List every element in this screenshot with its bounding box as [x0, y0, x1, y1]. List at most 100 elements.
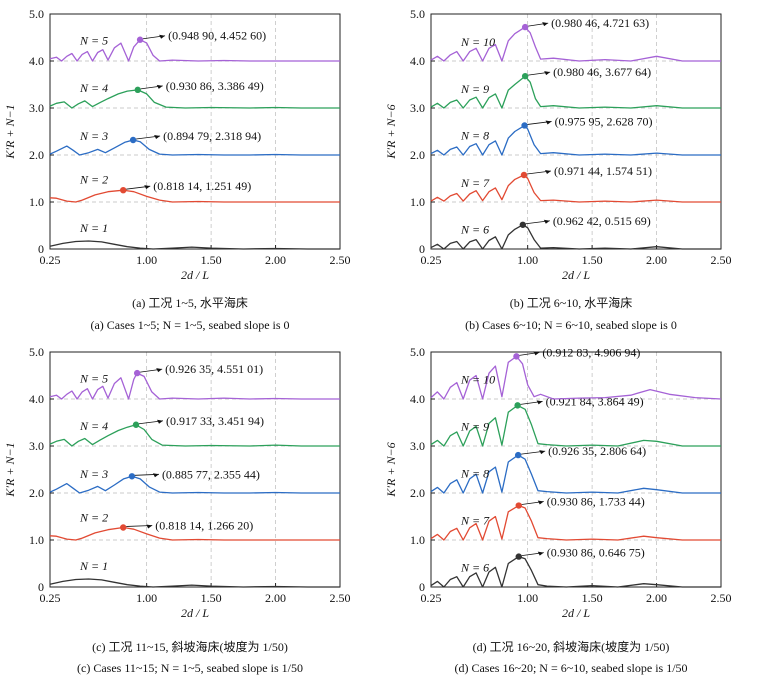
x-tick-label: 1.50 [582, 591, 603, 605]
y-tick-label: 0 [419, 580, 425, 594]
series-name-label: N = 6 [460, 560, 489, 574]
peak-label: (0.962 42, 0.515 69) [553, 214, 651, 228]
peak-arrowhead [539, 450, 546, 455]
peak-label: (0.912 83, 4.906 94) [542, 345, 640, 359]
y-tick-label: 0 [38, 580, 44, 594]
chart-panel-a: 0.25 1.00 1.50 2.00 2.50 0 1.0 2.0 3.0 4.0 5.0 2d /… [3, 7, 351, 282]
series-line [49, 39, 340, 62]
y-tick-label: 2.0 [29, 486, 44, 500]
peak-arrowhead [146, 524, 153, 529]
caption-en-b: (b) Cases 6~10; N = 6~10, seabed slope i… [465, 318, 677, 332]
peak-label: (0.980 46, 3.677 64) [553, 65, 651, 79]
caption-en-c: (c) Cases 11~15; N = 1~5, seabed slope i… [77, 661, 303, 675]
x-tick-label: 2.50 [330, 591, 351, 605]
x-tick-label: 1.00 [136, 591, 157, 605]
peak-marker [520, 171, 528, 179]
peak-label: (0.930 86, 0.646 75) [547, 546, 645, 560]
x-tick-label: 2.00 [646, 253, 667, 267]
x-axis-label: 2d / L [562, 606, 590, 620]
peak-arrowhead [543, 219, 550, 224]
y-tick-label: 1.0 [410, 533, 425, 547]
x-tick-label: 1.50 [201, 591, 222, 605]
peak-label: (0.917 33, 3.451 94) [166, 414, 264, 428]
series-line [430, 555, 721, 588]
series-line [430, 224, 721, 250]
peak-arrowhead [144, 185, 151, 190]
peak-label: (0.926 35, 2.806 64) [548, 444, 646, 458]
series-name-label: N = 3 [79, 129, 108, 143]
y-tick-label: 3.0 [410, 101, 425, 115]
series-name-label: N = 1 [79, 221, 108, 235]
peak-label: (0.921 84, 3.864 49) [546, 394, 644, 408]
series-line [49, 372, 340, 400]
x-tick-label: 2.50 [711, 591, 732, 605]
series-name-label: N = 3 [79, 467, 108, 481]
peak-label: (0.926 35, 4.551 01) [165, 362, 263, 376]
x-axis-label: 2d / L [181, 606, 209, 620]
series-line [430, 504, 721, 541]
series-line [49, 89, 340, 109]
peak-marker [515, 502, 522, 509]
peak-arrowhead [542, 22, 549, 27]
caption-cn-d: (d) 工况 16~20, 斜坡海床(坡度为 1/50) [472, 640, 670, 654]
y-tick-label: 0 [38, 242, 44, 256]
y-tick-label: 0 [419, 242, 425, 256]
x-tick-label: 1.00 [136, 253, 157, 267]
peak-arrowhead [533, 351, 540, 356]
series-line [49, 240, 340, 250]
peak-marker [132, 421, 140, 428]
caption-cn-b: (b) 工况 6~10, 水平海床 [509, 296, 633, 310]
y-tick-label: 4.0 [410, 392, 425, 406]
peak-label: (0.885 77, 2.355 44) [162, 467, 260, 481]
x-tick-label: 0.25 [40, 591, 61, 605]
peak-marker [519, 221, 527, 228]
peak-label: (0.975 95, 2.628 70) [555, 114, 653, 128]
peak-arrowhead [544, 71, 551, 76]
series-line [430, 75, 721, 109]
y-tick-label: 3.0 [410, 439, 425, 453]
peak-marker [514, 402, 521, 409]
y-tick-label: 1.0 [410, 195, 425, 209]
peak-arrowhead [154, 135, 161, 140]
x-tick-label: 2.00 [265, 253, 286, 267]
peak-label: (0.930 86, 3.386 49) [166, 79, 264, 93]
y-tick-label: 4.0 [29, 54, 44, 68]
series-name-label: N = 4 [79, 419, 108, 433]
peak-arrowhead [159, 34, 166, 39]
caption-cn-c: (c) 工况 11~15, 斜坡海床(坡度为 1/50) [92, 640, 288, 654]
x-tick-label: 0.25 [421, 591, 442, 605]
series-line [430, 355, 722, 400]
series-line [430, 124, 721, 156]
series-line [49, 424, 340, 447]
x-tick-label: 1.50 [582, 253, 603, 267]
peak-label: (0.930 86, 1.733 44) [547, 495, 645, 509]
x-tick-label: 1.50 [201, 253, 222, 267]
y-tick-label: 1.0 [29, 195, 44, 209]
x-tick-label: 2.00 [265, 591, 286, 605]
peak-arrowhead [152, 473, 159, 478]
peak-label: (0.818 14, 1.266 20) [155, 518, 253, 532]
y-tick-label: 5.0 [410, 345, 425, 359]
x-tick-label: 1.00 [517, 253, 538, 267]
peak-arrowhead [537, 551, 544, 556]
peak-marker [120, 524, 127, 531]
peak-arrowhead [545, 120, 552, 125]
peak-marker [521, 122, 528, 129]
y-axis-label: K′R + N−1 [3, 104, 17, 159]
plot-frame [49, 13, 341, 250]
peak-marker [133, 369, 141, 377]
caption-en-a: (a) Cases 1~5; N = 1~5, seabed slope is … [90, 318, 290, 332]
y-tick-label: 5.0 [29, 345, 44, 359]
plot-frame [49, 351, 341, 588]
series-line [49, 526, 340, 541]
series-line [49, 189, 340, 203]
series-name-label: N = 10 [460, 372, 495, 386]
x-axis-label: 2d / L [181, 268, 209, 282]
series-name-label: N = 10 [460, 35, 495, 49]
series-line [430, 404, 721, 447]
x-tick-label: 2.50 [711, 253, 732, 267]
series-name-label: N = 8 [460, 466, 489, 480]
series-name-label: N = 8 [460, 128, 489, 142]
series-name-label: N = 7 [460, 513, 490, 527]
